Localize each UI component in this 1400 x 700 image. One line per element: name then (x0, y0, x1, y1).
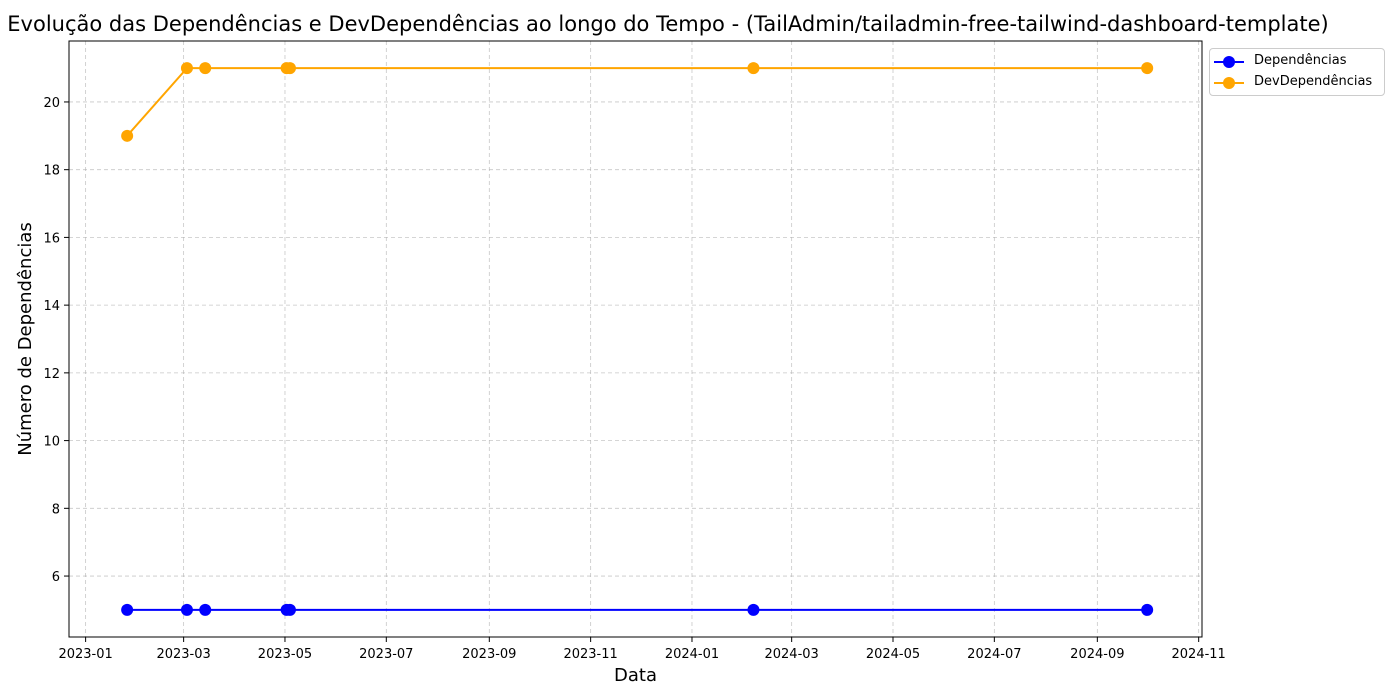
y-tick-label: 8 (52, 502, 60, 517)
series-devdependencias (121, 62, 1154, 142)
y-tick-label: 20 (43, 96, 60, 111)
legend-marker-devdependencias (1223, 77, 1235, 89)
data-point (747, 603, 760, 616)
data-point (199, 603, 212, 616)
x-tick-label: 2024-03 (764, 647, 818, 662)
x-tick-label: 2023-01 (58, 647, 112, 662)
x-tick-label: 2023-03 (156, 647, 210, 662)
y-tick-label: 18 (43, 164, 60, 179)
legend-label-dependencias: Dependências (1254, 53, 1347, 68)
legend-item-devdependencias: DevDependências (1214, 72, 1382, 92)
y-tick-label: 14 (43, 299, 60, 314)
x-tick-label: 2023-05 (258, 647, 312, 662)
data-point (199, 62, 212, 75)
y-tick-label: 16 (43, 231, 60, 246)
series-dependencias (121, 603, 1154, 616)
legend-label-devdependencias: DevDependências (1254, 74, 1373, 89)
data-point (283, 603, 296, 616)
y-tick-label: 12 (43, 367, 60, 382)
axes: 2023-01 2023-03 2023-05 2023-07 2023-09 2023-… (15, 40, 1226, 686)
data-point (121, 129, 134, 142)
x-tick-label: 2023-07 (359, 647, 413, 662)
x-tick-label: 2024-11 (1172, 647, 1226, 662)
x-tick-label: 2024-07 (967, 647, 1021, 662)
x-tick-label: 2023-09 (462, 647, 516, 662)
data-point (180, 62, 193, 75)
x-tick-label: 2023-11 (563, 647, 617, 662)
plot-frame (68, 40, 1203, 638)
chart-title: Evolução das Dependências e DevDependênc… (7, 12, 1329, 36)
data-point (1141, 62, 1154, 75)
y-axis-label: Número de Dependências (15, 222, 36, 456)
data-point (180, 603, 193, 616)
legend-marker-dependencias (1223, 56, 1235, 68)
chart-legend: Dependências DevDependências (1209, 48, 1385, 96)
data-point (747, 62, 760, 75)
chart-title-wrap: Evolução das Dependências e DevDependênc… (0, 12, 1400, 40)
legend-item-dependencias: Dependências (1214, 51, 1382, 71)
x-tick-label: 2024-05 (866, 647, 920, 662)
grid-lines (69, 41, 1202, 637)
x-axis-label: Data (614, 665, 657, 686)
x-tick-label: 2024-09 (1070, 647, 1124, 662)
y-tick-label: 6 (52, 570, 60, 585)
y-tick-label: 10 (43, 435, 60, 450)
data-point (121, 603, 134, 616)
data-point (1141, 603, 1154, 616)
data-point (283, 62, 296, 75)
x-tick-label: 2024-01 (665, 647, 719, 662)
